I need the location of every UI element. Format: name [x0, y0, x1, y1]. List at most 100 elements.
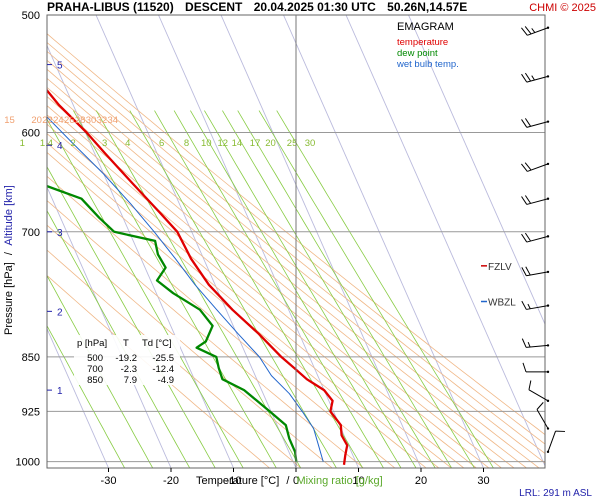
isotherm-line: [47, 327, 109, 468]
wind-barb: [521, 72, 550, 83]
pressure-tick-label: 850: [22, 352, 40, 364]
barb-station: [546, 450, 550, 454]
barb-flag: [524, 118, 532, 127]
mixing-ratio-line: [47, 274, 154, 468]
theta-label: 32: [97, 115, 108, 126]
table-cell-p-700: 700: [87, 364, 103, 375]
barb-staff: [547, 431, 556, 453]
marker-label-fzlv: FZLV: [488, 262, 512, 273]
mixing-ratio-lines: [47, 110, 494, 468]
barb-flag: [521, 73, 528, 83]
barb-station: [546, 427, 550, 430]
profile-series: [47, 88, 349, 465]
isotherm-line: [345, 15, 545, 467]
pressure-axis-ticks: 500 600 700 850 925 1000: [16, 10, 40, 469]
mixing-ratio-line: [47, 209, 191, 468]
barb-station: [546, 75, 550, 78]
barb-staff: [536, 409, 549, 429]
barb-station: [546, 26, 550, 29]
x-axis-separator: /: [286, 475, 290, 487]
wind-barb: [521, 266, 550, 277]
wind-barb: [521, 118, 550, 128]
mixing-ratio-label: 10: [201, 138, 212, 149]
mixing-ratio-label: 20: [265, 138, 276, 149]
wind-barb: [521, 232, 550, 243]
legend-wetbulb: wet bulb temp.: [396, 59, 459, 70]
x-tick-label: -20: [163, 475, 179, 487]
table-cell-t-700: -2.3: [121, 364, 137, 375]
barb-flag: [536, 402, 544, 410]
x-tick-label: -30: [101, 475, 117, 487]
barb-flag: [521, 196, 528, 205]
y-axis-title: Pressure [hPa] / Altitude [km]: [3, 185, 15, 335]
temperature-profile: [47, 88, 349, 465]
mixing-ratio-line: [95, 110, 302, 468]
sounding-mode: DESCENT: [185, 0, 243, 14]
theta-label: 22: [42, 115, 53, 126]
y-axis-pressure-label: Pressure [hPa]: [3, 262, 15, 335]
isotherm-line: [220, 15, 422, 468]
altitude-tick-label: 2: [57, 307, 63, 318]
wind-barbs: [521, 26, 566, 454]
x-axis-mixing-label: Mixing ratio [g/kg]: [296, 475, 382, 487]
theta-label: 30: [86, 115, 97, 126]
x-axis-ticks: -30 -20 -10 0 10 20 30: [101, 468, 490, 487]
wetbulb-profile: [47, 116, 324, 462]
x-tick-label: 0: [293, 475, 299, 487]
dewpoint-profile: [47, 184, 298, 462]
pressure-tick-label: 1000: [16, 457, 40, 469]
barb-flag: [524, 232, 532, 242]
barb-station: [546, 344, 550, 347]
barb-flag: [521, 300, 527, 310]
theta-label: 34: [107, 115, 118, 126]
mixing-ratio-line: [47, 118, 244, 468]
mixing-ratio-line: [73, 110, 277, 468]
x-tick-label: 20: [415, 475, 427, 487]
barb-flag: [525, 266, 531, 276]
x-tick-label: 10: [352, 475, 364, 487]
altitude-tick-label: 1: [57, 386, 63, 397]
mixing-ratio-line: [47, 165, 216, 468]
legend-dewpoint: dew point: [397, 48, 438, 59]
barb-flag: [528, 380, 532, 390]
pressure-tick-label: 600: [22, 127, 40, 139]
wind-barb: [521, 300, 550, 310]
mixing-ratio-label: 14: [232, 138, 243, 149]
mixing-ratio-line: [222, 110, 436, 468]
isotherm-line: [283, 15, 484, 468]
wind-barb: [521, 162, 550, 172]
barb-station: [546, 270, 550, 274]
station-title: PRAHA-LIBUS (11520) DESCENT 20.04.2025 0…: [47, 0, 467, 14]
mixing-ratio-label: 12: [217, 138, 228, 149]
wind-barb: [546, 430, 566, 454]
altitude-tick-label: 4: [57, 141, 63, 152]
table-cell-p-500: 500: [87, 353, 103, 364]
table-cell-td-500: -25.5: [152, 353, 174, 364]
barb-flag: [521, 267, 527, 276]
table-cell-p-850: 850: [87, 375, 103, 386]
barb-flag: [524, 195, 532, 204]
table-cell-td-850: -4.9: [158, 375, 174, 386]
barb-flag: [524, 162, 532, 171]
table-header-p: p [hPa]: [77, 338, 107, 349]
sounding-datetime: 20.04.2025 01:30 UTC: [254, 0, 376, 14]
legend-title: EMAGRAM: [397, 21, 454, 33]
wind-barb: [521, 338, 550, 348]
table-cell-t-850: 7.9: [124, 375, 137, 386]
pressure-tick-label: 700: [22, 227, 40, 239]
x-tick-label: 30: [477, 475, 489, 487]
altitude-tick-label: 5: [57, 61, 63, 72]
wind-barb: [522, 362, 550, 374]
mixing-ratio-label: 1: [20, 138, 25, 149]
pressure-tick-label: 500: [22, 10, 40, 22]
theta-label: 28: [75, 115, 86, 126]
mixing-ratio-label: 8: [184, 138, 189, 149]
barb-half-flag: [527, 341, 531, 348]
mixing-ratio-label: 25: [287, 138, 298, 149]
wind-barb: [521, 195, 550, 205]
altitude-axis-ticks: 5 4 3 2 1: [47, 61, 63, 397]
copyright: CHMI © 2025: [529, 2, 596, 14]
levels-table: p [hPa] T Td [°C] 500 -19.2 -25.5 700 -2…: [74, 335, 180, 386]
